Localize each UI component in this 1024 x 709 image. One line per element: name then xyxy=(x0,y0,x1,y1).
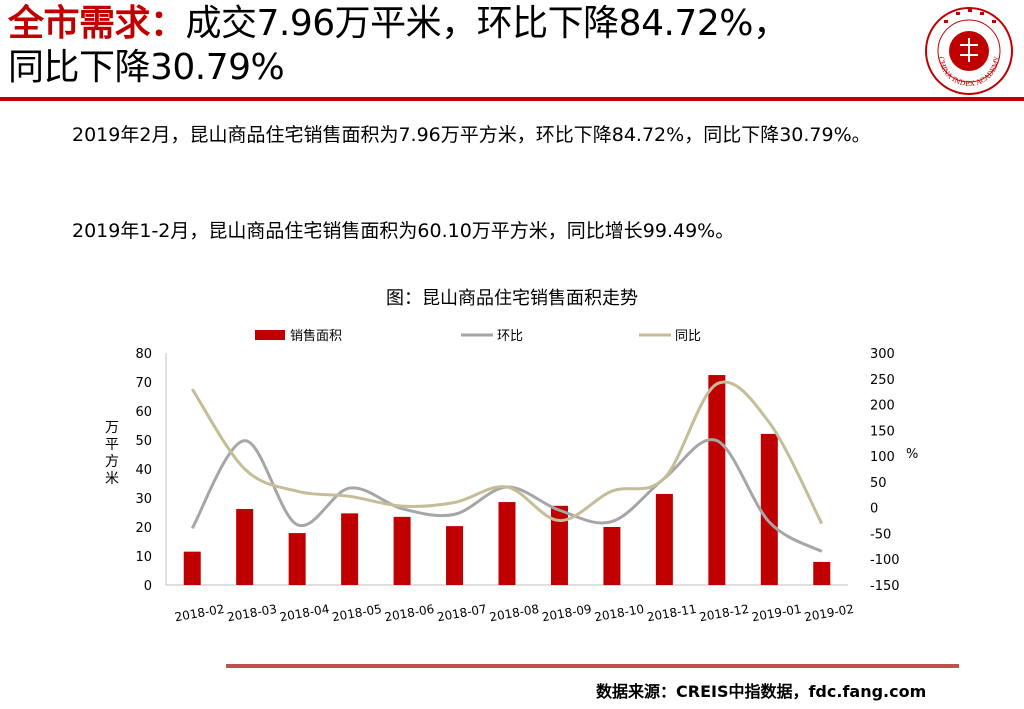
bar-2018-04 xyxy=(288,533,306,585)
y-right-tick-label: 50 xyxy=(870,476,887,491)
x-tick-label: 2018-03 xyxy=(226,602,278,624)
y-left-tick-label: 50 xyxy=(135,434,152,449)
footer-divider xyxy=(226,664,959,668)
line-series-同比 xyxy=(190,380,824,525)
legend-label-销售面积: 销售面积 xyxy=(290,328,342,344)
headline: 全市需求：成交7.96万平米，环比下降84.72%， 同比下降30.79% xyxy=(8,2,908,90)
y-left-tick-label: 70 xyxy=(135,376,152,391)
y-left-tick-label: 80 xyxy=(135,347,152,362)
y-right-tick-label: -150 xyxy=(870,579,900,594)
y-left-tick-label: 10 xyxy=(135,550,152,565)
x-tick-label: 2018-04 xyxy=(279,602,331,624)
y-right-tick-label: 200 xyxy=(870,399,895,414)
headline-label: 全市需求： xyxy=(8,3,186,44)
headline-summary: 成交7.96万平米，环比下降84.72%， xyxy=(185,3,789,44)
x-tick-label: 2019-02 xyxy=(803,602,855,624)
china-index-academy-logo: CHINA INDEX ACADEMY xyxy=(922,4,1016,98)
title-divider xyxy=(0,97,1024,101)
y-left-axis-label: 万平方米 xyxy=(105,420,119,487)
y-right-tick-label: -50 xyxy=(870,527,891,542)
bar-2018-12 xyxy=(708,375,726,585)
bar-2018-11 xyxy=(655,493,673,585)
sales-area-chart: 0 10 20 30 40 50 60 70 80 -150 -100 -50 0 50 100 150 200… xyxy=(105,328,918,624)
x-tick-label: 2018-10 xyxy=(593,602,645,624)
x-tick-label: 2018-12 xyxy=(698,602,750,624)
bar-2018-08 xyxy=(498,502,516,585)
y-right-tick-label: 300 xyxy=(870,347,895,362)
x-tick-label: 2018-06 xyxy=(383,602,435,624)
y-left-tick-label: 20 xyxy=(135,521,152,536)
bar-2018-02 xyxy=(183,551,201,585)
legend-label-同比: 同比 xyxy=(675,329,701,344)
x-tick-label: 2018-07 xyxy=(436,602,488,624)
chart-title: 图：昆山商品住宅销售面积走势 xyxy=(386,288,638,309)
y-right-axis-label: % xyxy=(906,447,918,462)
y-left-tick-label: 40 xyxy=(135,463,152,478)
bar-2018-06 xyxy=(393,516,411,585)
y-left-tick-label: 60 xyxy=(135,405,152,420)
y-right-tick-label: -100 xyxy=(870,553,900,568)
bar-2018-05 xyxy=(341,513,359,585)
legend-swatch-销售面积 xyxy=(255,330,285,340)
x-tick-label: 2019-01 xyxy=(751,602,803,624)
bar-2019-02 xyxy=(813,561,831,585)
bar-2018-07 xyxy=(446,526,464,585)
y-left-tick-label: 0 xyxy=(144,579,152,594)
bar-2018-09 xyxy=(550,505,568,585)
y-right-tick-label: 0 xyxy=(870,502,878,517)
bar-2018-03 xyxy=(236,509,254,585)
y-right-tick-label: 150 xyxy=(870,424,895,439)
data-source: 数据来源：CREIS中指数据，fdc.fang.com xyxy=(596,682,927,701)
x-tick-label: 2018-09 xyxy=(541,602,593,624)
headline-summary-line2: 同比下降30.79% xyxy=(8,47,285,88)
seal-icon: CHINA INDEX ACADEMY xyxy=(925,7,1013,95)
x-tick-label: 2018-11 xyxy=(646,602,698,624)
x-tick-label: 2018-02 xyxy=(174,602,226,624)
paragraph-ytd: 2019年1-2月，昆山商品住宅销售面积为60.10万平方米，同比增长99.49… xyxy=(72,220,735,242)
paragraph-monthly: 2019年2月，昆山商品住宅销售面积为7.96万平方米，环比下降84.72%，同… xyxy=(72,124,871,146)
legend-label-环比: 环比 xyxy=(497,329,523,344)
x-tick-label: 2018-05 xyxy=(331,602,383,624)
x-tick-label: 2018-08 xyxy=(488,602,540,624)
y-left-tick-label: 30 xyxy=(135,492,152,507)
bar-2018-10 xyxy=(603,527,621,585)
bar-2019-01 xyxy=(760,433,778,585)
y-right-tick-label: 100 xyxy=(870,450,895,465)
y-right-tick-label: 250 xyxy=(870,373,895,388)
